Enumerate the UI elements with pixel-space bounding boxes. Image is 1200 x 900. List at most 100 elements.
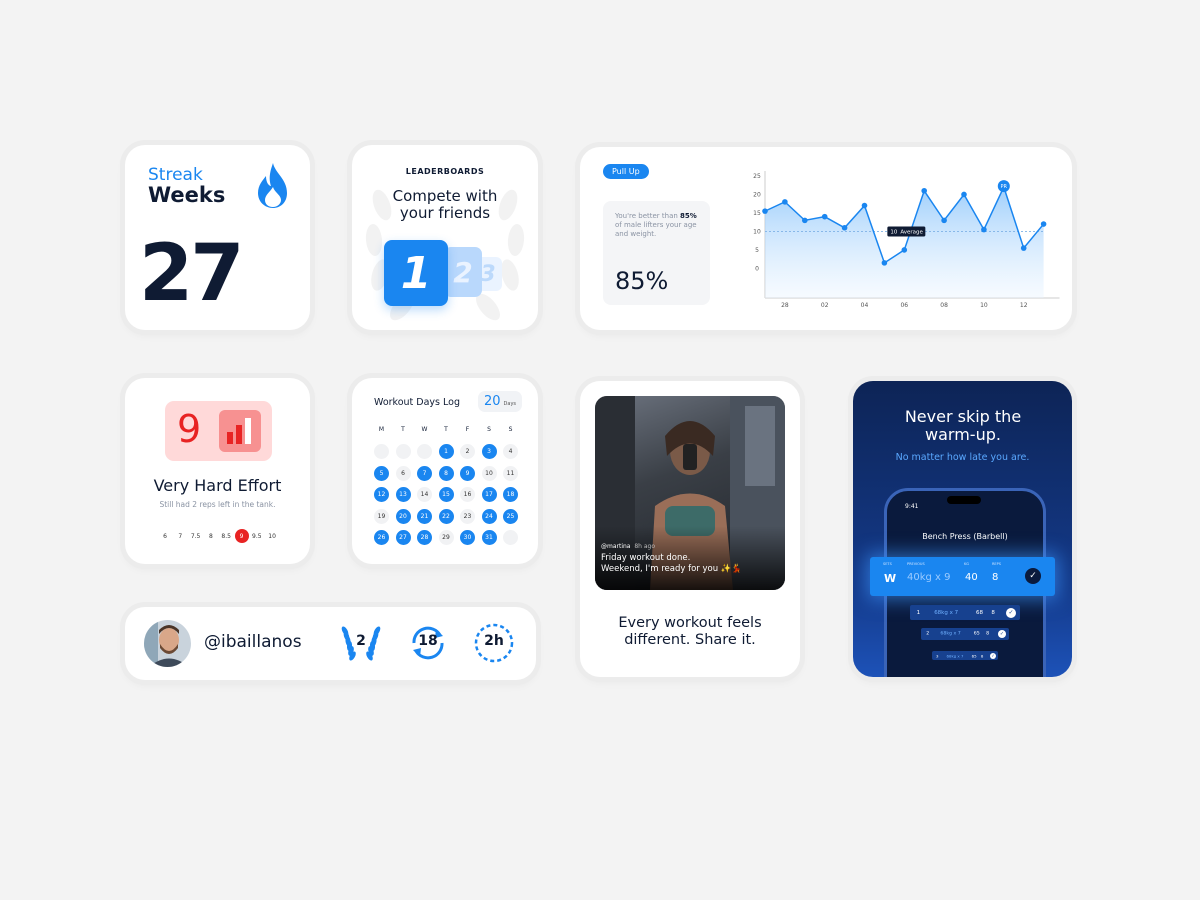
day: 19 [374, 508, 389, 524]
timer-ring [474, 623, 514, 663]
set-row: 3 68kg x 7 65 8 ✓ [932, 651, 998, 660]
set-header: PREVIOUS [907, 562, 925, 566]
effort-badge: 9 [165, 401, 272, 461]
streak-label: Streak [148, 165, 203, 185]
x-tick-label: 06 [900, 302, 908, 309]
average-value: 10 [890, 229, 897, 235]
active-day: 26 [374, 530, 389, 545]
area [765, 187, 1044, 298]
set-cell: 68kg x 7 [946, 653, 964, 658]
active-day: 18 [503, 487, 518, 502]
empty-day [374, 444, 389, 459]
effort-title: Very Hard Effort [153, 476, 282, 495]
active-day: 27 [395, 530, 411, 545]
set-cell: 8 [991, 609, 995, 616]
set-header: KG [964, 562, 970, 566]
effort-icon [219, 410, 261, 452]
leaderboards-title: Compete with your friends [392, 187, 498, 222]
day: 23 [460, 508, 475, 524]
caption-line: Weekend, I'm ready for you ✨💃 [601, 564, 742, 574]
active-day: 17 [481, 487, 497, 502]
effort-note: Still had 2 reps left in the tank. [159, 500, 276, 509]
point [821, 213, 828, 220]
statement-percent: 85% [680, 212, 697, 220]
highlighted-set: SETS PREVIOUS KG REPS W 40kg x 9 40 8 ✓ [870, 557, 1055, 596]
rank-tile: 1 [384, 240, 448, 306]
set-cell: 8 [986, 631, 990, 637]
active-day: 31 [481, 530, 497, 545]
weekday: T [444, 426, 448, 433]
stat-box: You're better than 85% of male lifters y… [603, 201, 710, 305]
set-row: 1 68kg x 7 68 8 ✓ [910, 605, 1020, 620]
weekday: F [465, 426, 470, 433]
post-time: 8h ago [634, 543, 656, 550]
point [921, 187, 927, 194]
set-header: SETS [883, 562, 892, 566]
set-cell: 68 [976, 609, 983, 616]
stat-statement: You're better than 85% of male lifters y… [615, 212, 705, 239]
profile-handle: @ibaillanos [204, 632, 302, 652]
check: ✓ [1025, 568, 1041, 584]
y-tick-label: 0 [755, 265, 759, 272]
laurel-leaf [366, 651, 373, 661]
rank-tile: 2 [444, 247, 482, 297]
scale-item-selected: 9 [234, 529, 249, 543]
point [841, 224, 848, 231]
effort-card: 9 Very Hard Effort Still had 2 reps left… [125, 378, 310, 564]
empty-day [503, 530, 518, 545]
average-tag [887, 226, 926, 237]
pull-up-card: Pull Up You're better than 85% of male l… [580, 147, 1072, 330]
x-tick-label: 02 [821, 302, 829, 309]
active-day: 3 [481, 444, 497, 459]
log-count-unit: Days [503, 401, 517, 407]
statement-text: of male lifters your age and weight. [615, 221, 697, 238]
badge-value: 2h [484, 633, 504, 649]
statement-text: You're better than [615, 212, 681, 220]
active-day: 24 [481, 508, 497, 524]
day: 10 [481, 465, 497, 481]
badge-icon [341, 626, 381, 661]
active-day: 13 [395, 487, 411, 502]
warmup-subtitle: No matter how late you are. [895, 452, 1030, 463]
day: 4 [503, 444, 518, 459]
scale-item: 7 [178, 532, 183, 540]
phone-notch [947, 496, 981, 504]
photo-illustration [595, 396, 785, 590]
point [941, 217, 947, 224]
set-cell: 40kg x 9 [907, 572, 951, 583]
empty-day [395, 444, 411, 459]
share-title: Every workout feels different. Share it. [618, 615, 762, 648]
point [901, 247, 908, 253]
active-day: 1 [438, 444, 454, 459]
pr-badge [997, 180, 1010, 193]
point [881, 260, 888, 266]
exercise-name: Bench Press (Barbell) [922, 532, 1008, 541]
y-tick-label: 20 [753, 191, 761, 198]
active-day: 9 [460, 465, 475, 481]
active-day: 21 [417, 508, 432, 524]
set-cell: 8 [980, 653, 984, 658]
share-card: @martina 8h ago Friday workout done. Week… [580, 381, 800, 677]
scale-item: 7.5 [190, 532, 201, 540]
scale-item: 9.5 [252, 532, 262, 540]
streak-card: Streak Weeks 27 [125, 145, 310, 330]
set-header: REPS [992, 562, 1001, 566]
set-cell: 2 [926, 631, 930, 637]
active-day: 28 [417, 530, 432, 545]
x-tick-label: 04 [861, 302, 869, 309]
flame-icon [258, 163, 287, 208]
point [802, 217, 808, 224]
streak-value: 27 [139, 229, 245, 319]
scale-item: 8.5 [221, 532, 231, 540]
effort-value: 9 [177, 407, 202, 451]
y-tick-label: 25 [753, 173, 761, 180]
arrowhead [413, 629, 443, 657]
point [782, 199, 788, 205]
point [861, 202, 868, 209]
y-tick-label: 15 [753, 210, 761, 217]
scale-item: 10 [268, 532, 276, 540]
